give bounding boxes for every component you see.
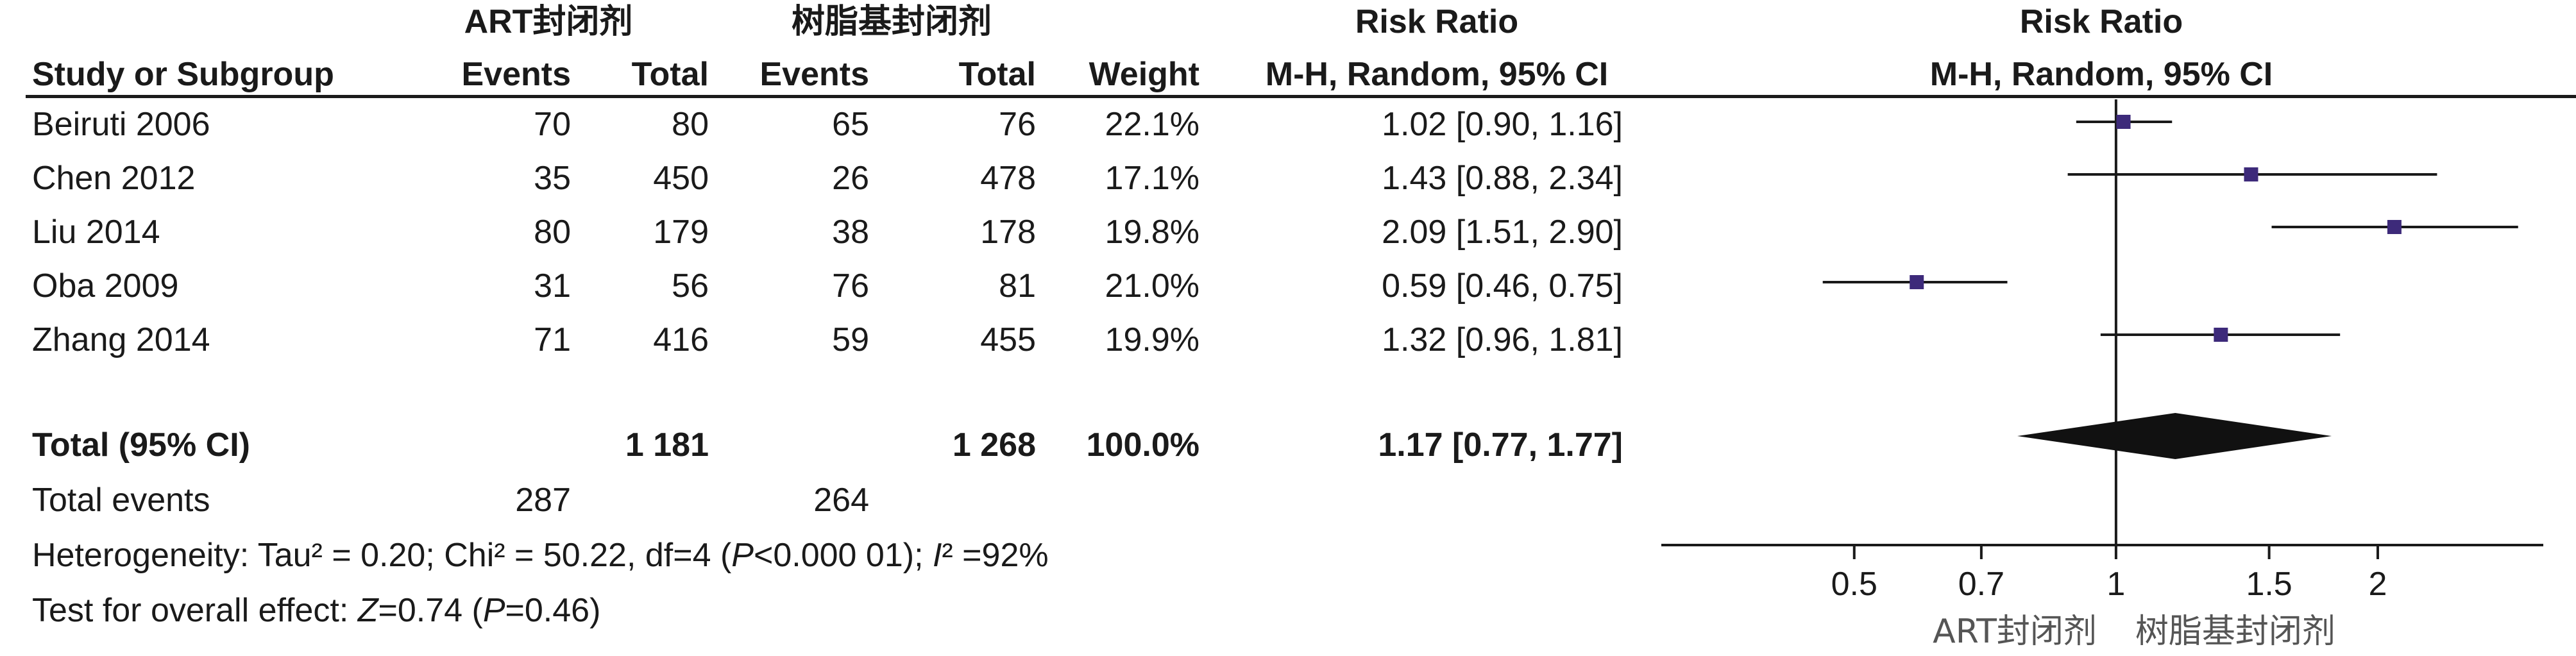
total2-cell: 455 <box>980 321 1036 358</box>
overall-p-symbol: P <box>482 592 505 629</box>
tick-label: 0.7 <box>1958 566 2004 603</box>
total2-cell: 178 <box>980 214 1036 251</box>
heterogeneity-text: Heterogeneity: Tau² = 0.20; Chi² = 50.22… <box>32 536 1049 575</box>
events2-header: Events <box>759 56 869 93</box>
weight-cell: 19.8% <box>1105 214 1199 251</box>
tick-label: 1.5 <box>2246 566 2292 603</box>
effect-marker <box>2387 220 2402 234</box>
events1-cell: 70 <box>534 106 571 143</box>
effect-marker <box>2116 115 2131 129</box>
events1-cell: 35 <box>534 160 571 197</box>
weight-header: Weight <box>1089 56 1199 93</box>
favours-right-label: 树脂基封闭剂 <box>2135 612 2335 651</box>
effect-marker <box>2244 167 2258 181</box>
plot-method-header: M-H, Random, 95% CI <box>1929 56 2273 93</box>
rr-method-header: M-H, Random, 95% CI <box>1265 56 1609 93</box>
total1-cell: 450 <box>653 160 709 197</box>
events1-cell: 71 <box>534 321 571 358</box>
events2-cell: 26 <box>832 160 869 197</box>
total-label: Total (95% CI) <box>32 426 250 464</box>
weight-cell: 22.1% <box>1105 106 1199 143</box>
total-events-e1: 287 <box>515 482 571 519</box>
overall-p-value: =0.46) <box>505 592 601 629</box>
rr-ci-cell: 0.59 [0.46, 0.75] <box>1382 267 1623 305</box>
heterogeneity-p-symbol: P <box>731 537 754 574</box>
events1-header: Events <box>461 56 571 93</box>
total-weight: 100.0% <box>1086 426 1199 464</box>
total2-cell: 478 <box>980 160 1036 197</box>
events2-cell: 76 <box>832 267 869 305</box>
effect-marker <box>1910 275 1924 289</box>
weight-cell: 17.1% <box>1105 160 1199 197</box>
study-name: Chen 2012 <box>32 160 196 197</box>
study-name: Liu 2014 <box>32 214 160 251</box>
heterogeneity-i-symbol: I <box>932 537 942 574</box>
events2-cell: 65 <box>832 106 869 143</box>
rr-ci-cell: 1.02 [0.90, 1.16] <box>1382 106 1623 143</box>
tick-label: 0.5 <box>1831 566 1877 603</box>
events2-cell: 38 <box>832 214 869 251</box>
rr-ci-cell: 1.43 [0.88, 2.34] <box>1382 160 1623 197</box>
study-name: Beiruti 2006 <box>32 106 210 143</box>
tick-label: 2 <box>2369 566 2387 603</box>
weight-cell: 21.0% <box>1105 267 1199 305</box>
favours-left-label: ART封闭剂 <box>1933 612 2097 651</box>
effect-marker <box>2214 328 2228 342</box>
weight-cell: 19.9% <box>1105 321 1199 358</box>
overall-prefix: Test for overall effect: <box>32 592 358 629</box>
total2-cell: 76 <box>999 106 1036 143</box>
total-t1: 1 181 <box>625 426 709 464</box>
plot-title: Risk Ratio <box>2019 3 2183 40</box>
group1-header: ART封闭剂 <box>464 3 633 40</box>
heterogeneity-p-value: <0.000 01); <box>753 537 933 574</box>
pooled-diamond <box>2017 413 2332 459</box>
study-column-header: Study or Subgroup <box>32 56 334 93</box>
rr-ci-cell: 1.32 [0.96, 1.81] <box>1382 321 1623 358</box>
heterogeneity-prefix: Heterogeneity: Tau² = 0.20; Chi² = 50.22… <box>32 537 732 574</box>
group2-header: 树脂基封闭剂 <box>791 3 992 40</box>
overall-z-symbol: Z <box>357 592 378 629</box>
total-events-label: Total events <box>32 482 210 519</box>
overall-z-value: =0.74 ( <box>378 592 483 629</box>
rr-title: Risk Ratio <box>1355 3 1519 40</box>
total1-cell: 179 <box>653 214 709 251</box>
total2-header: Total <box>958 56 1036 93</box>
study-name: Zhang 2014 <box>32 321 210 358</box>
total2-cell: 81 <box>999 267 1036 305</box>
total-events-e2: 264 <box>813 482 869 519</box>
total1-cell: 56 <box>672 267 709 305</box>
total1-cell: 80 <box>672 106 709 143</box>
study-name: Oba 2009 <box>32 267 179 305</box>
events2-cell: 59 <box>832 321 869 358</box>
events1-cell: 80 <box>534 214 571 251</box>
header-rule <box>26 95 2576 98</box>
tick-label: 1 <box>2106 566 2125 603</box>
heterogeneity-i-value: ² =92% <box>942 537 1049 574</box>
overall-effect-text: Test for overall effect: Z=0.74 (P=0.46) <box>32 591 600 630</box>
events1-cell: 31 <box>534 267 571 305</box>
total-rr: 1.17 [0.77, 1.77] <box>1378 426 1623 464</box>
rr-ci-cell: 2.09 [1.51, 2.90] <box>1382 214 1623 251</box>
total1-header: Total <box>631 56 709 93</box>
total-t2: 1 268 <box>952 426 1036 464</box>
total1-cell: 416 <box>653 321 709 358</box>
